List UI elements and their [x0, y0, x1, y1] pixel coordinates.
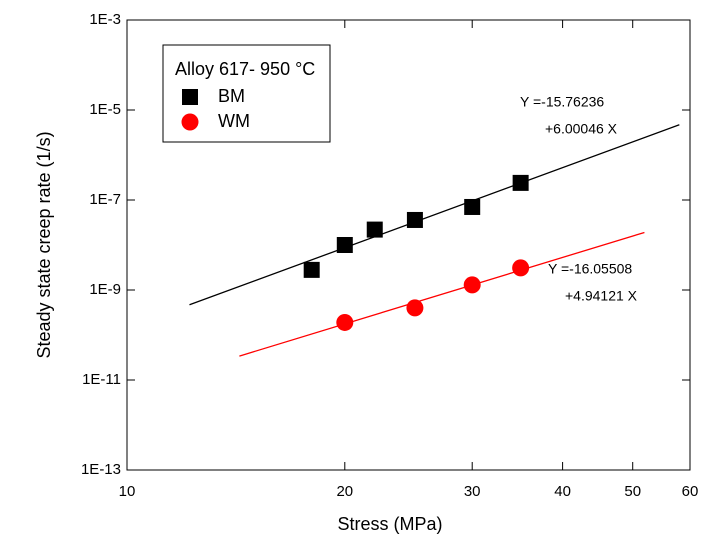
- fit-line: [239, 231, 645, 357]
- fit-equation: Y =-16.05508: [548, 261, 632, 277]
- data-point: [303, 261, 320, 278]
- fit-equation: Y =-15.76236: [520, 94, 604, 110]
- y-tick-label: 1E-7: [89, 191, 121, 208]
- data-point: [463, 276, 481, 294]
- y-axis-label: Steady state creep rate (1/s): [34, 131, 54, 358]
- x-tick-label: 50: [624, 483, 641, 500]
- y-tick-label: 1E-3: [89, 11, 121, 28]
- x-axis-label: Stress (MPa): [337, 514, 442, 534]
- x-tick-label: 20: [336, 483, 353, 500]
- y-tick-label: 1E-11: [82, 371, 121, 388]
- fit-equation: +4.94121 X: [565, 288, 638, 304]
- legend-label: WM: [218, 111, 250, 131]
- plot-frame: [126, 19, 691, 471]
- data-point: [512, 174, 529, 191]
- y-tick-label: 1E-13: [81, 461, 121, 478]
- data-point: [336, 237, 353, 253]
- legend-title: Alloy 617- 950 °C: [175, 59, 315, 79]
- data-point: [366, 221, 383, 238]
- fit-line: [189, 124, 680, 306]
- y-tick-label: 1E-9: [89, 281, 121, 298]
- data-point: [406, 299, 424, 317]
- legend-marker: [182, 89, 198, 105]
- data-point: [464, 198, 481, 215]
- x-tick-label: 60: [682, 483, 699, 500]
- y-tick-label: 1E-5: [89, 101, 121, 118]
- data-point: [512, 259, 530, 277]
- x-tick-label: 40: [554, 483, 571, 500]
- data-point: [336, 313, 354, 331]
- data-point: [406, 211, 423, 228]
- x-tick-label: 30: [464, 483, 481, 500]
- fit-equation: +6.00046 X: [545, 121, 618, 137]
- legend-label: BM: [218, 86, 245, 106]
- x-tick-label: 10: [119, 483, 136, 500]
- legend-marker: [181, 113, 199, 131]
